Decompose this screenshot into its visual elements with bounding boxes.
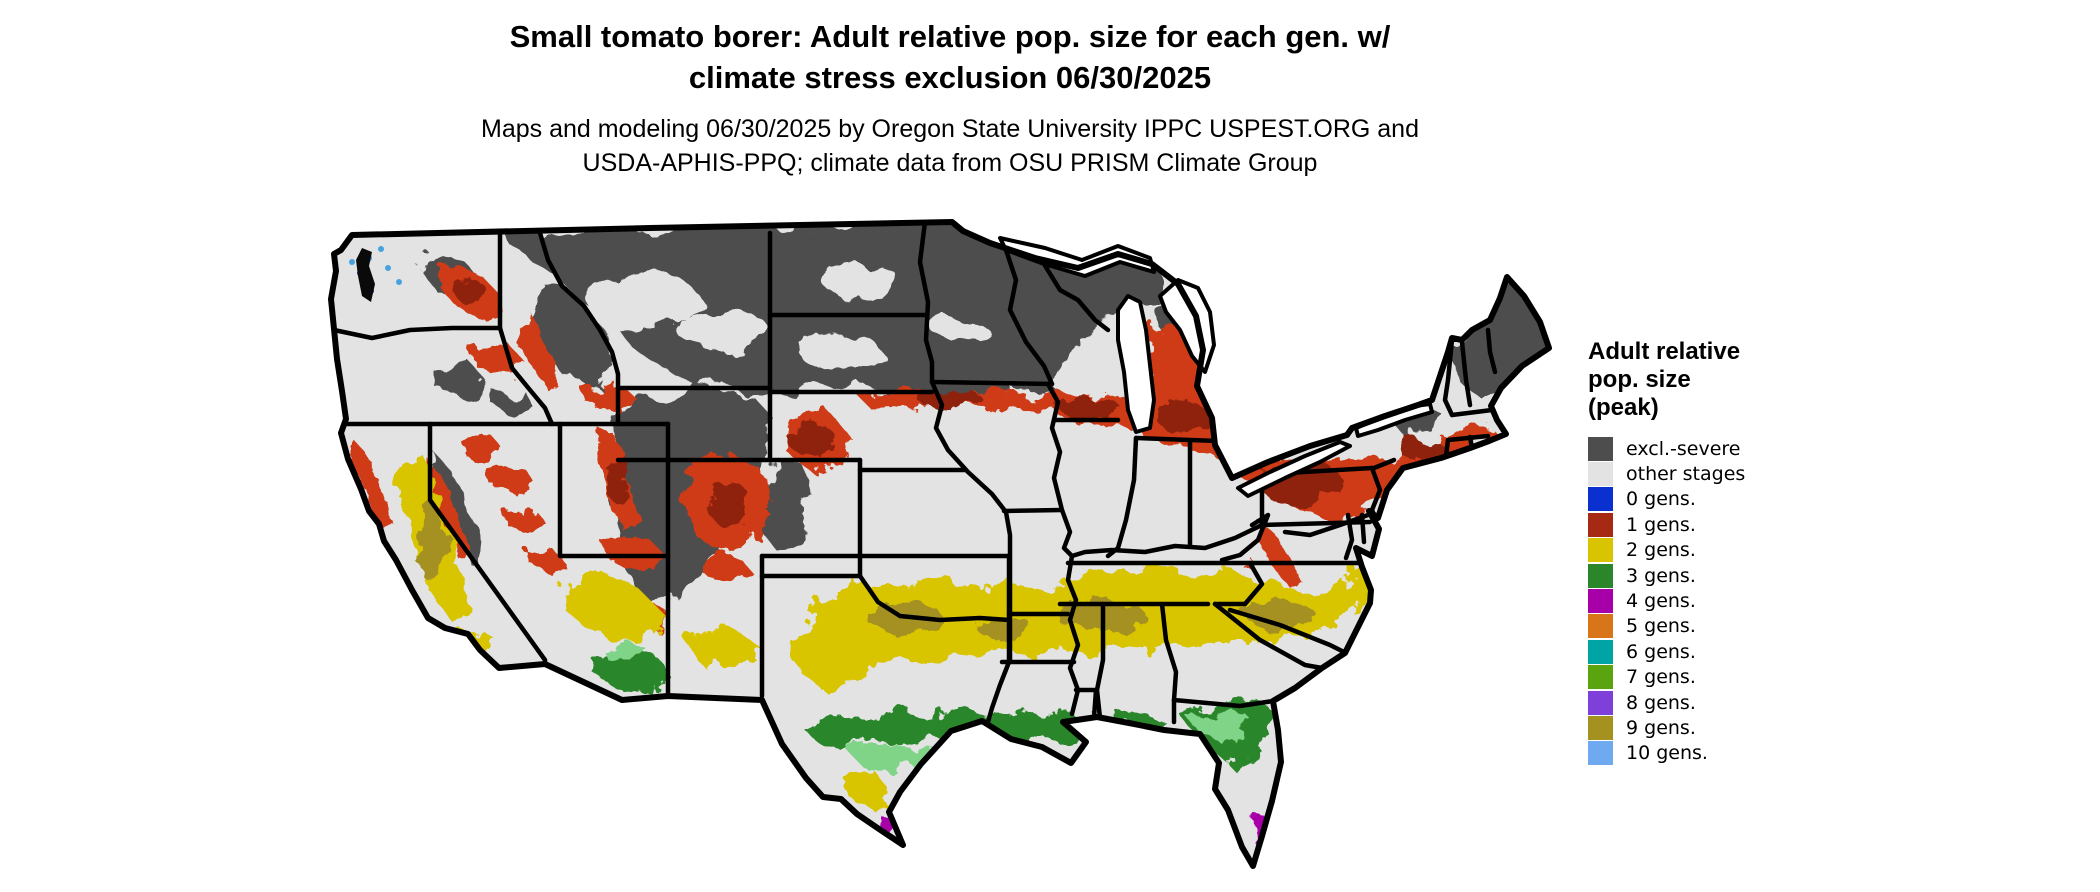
legend-item: 2 gens. [1588,538,1888,563]
legend-title-line: Adult relative [1588,338,1741,365]
legend-swatch [1588,462,1613,487]
legend-title-line: pop. size [1588,366,1691,393]
legend-swatch [1588,715,1613,740]
map-region-2-gens [398,450,1382,812]
legend-swatch [1588,639,1613,664]
legend-item: 8 gens. [1588,690,1888,715]
legend-swatch [1588,436,1613,461]
legend-label: excl.-severe [1626,437,1741,460]
legend-swatch [1588,512,1613,537]
page-subtitle: Maps and modeling 06/30/2025 by Oregon S… [0,112,1900,180]
legend-item: 5 gens. [1588,614,1888,639]
map-region-4-gens [881,816,1281,863]
legend-label: 3 gens. [1626,564,1696,587]
lake-michigan [1116,294,1156,434]
legend: Adult relative pop. size (peak) excl.-se… [1588,338,1888,766]
legend-swatch [1588,614,1613,639]
legend-item: excl.-severe [1588,436,1888,461]
legend-label: 10 gens. [1626,742,1708,765]
legend-label: other stages [1626,463,1746,486]
legend-label: 8 gens. [1626,691,1696,714]
lake-erie [1236,440,1352,498]
legend-label: 9 gens. [1626,716,1696,739]
legend-items: excl.-severe other stages 0 gens. 1 gens. 2 … [1588,436,1888,766]
legend-label: 4 gens. [1626,590,1696,613]
legend-item: other stages [1588,461,1888,487]
subtitle-line-2: USDA-APHIS-PPQ; climate data from OSU PR… [582,149,1318,177]
subtitle-line-1: Maps and modeling 06/30/2025 by Oregon S… [481,115,1419,143]
legend-swatch [1588,487,1613,512]
legend-swatch [1588,690,1613,715]
map-region-excl-severe [420,222,1548,618]
legend-title: Adult relative pop. size (peak) [1588,338,1888,422]
page-title: Small tomato borer: Adult relative pop. … [0,16,1900,98]
legend-label: 1 gens. [1626,513,1696,536]
legend-item: 7 gens. [1588,665,1888,690]
title-line-2: climate stress exclusion 06/30/2025 [688,60,1212,95]
legend-label: 7 gens. [1626,666,1696,689]
legend-label: 2 gens. [1626,539,1696,562]
legend-item: 4 gens. [1588,588,1888,614]
legend-swatch [1588,665,1613,690]
legend-item: 9 gens. [1588,715,1888,740]
legend-title-line: (peak) [1588,394,1659,421]
legend-item: 10 gens. [1588,741,1888,766]
legend-label: 5 gens. [1626,615,1696,638]
legend-label: 6 gens. [1626,640,1696,663]
title-line-1: Small tomato borer: Adult relative pop. … [509,19,1391,54]
legend-item: 0 gens. [1588,487,1888,512]
legend-item: 3 gens. [1588,563,1888,588]
legend-swatch [1588,741,1613,766]
legend-label: 0 gens. [1626,488,1696,511]
us-outline [328,219,1552,869]
legend-item: 1 gens. [1588,512,1888,537]
legend-swatch [1588,538,1613,563]
legend-item: 6 gens. [1588,639,1888,664]
puget-sound-water [356,248,375,302]
legend-swatch [1588,563,1613,588]
legend-swatch [1588,589,1613,614]
